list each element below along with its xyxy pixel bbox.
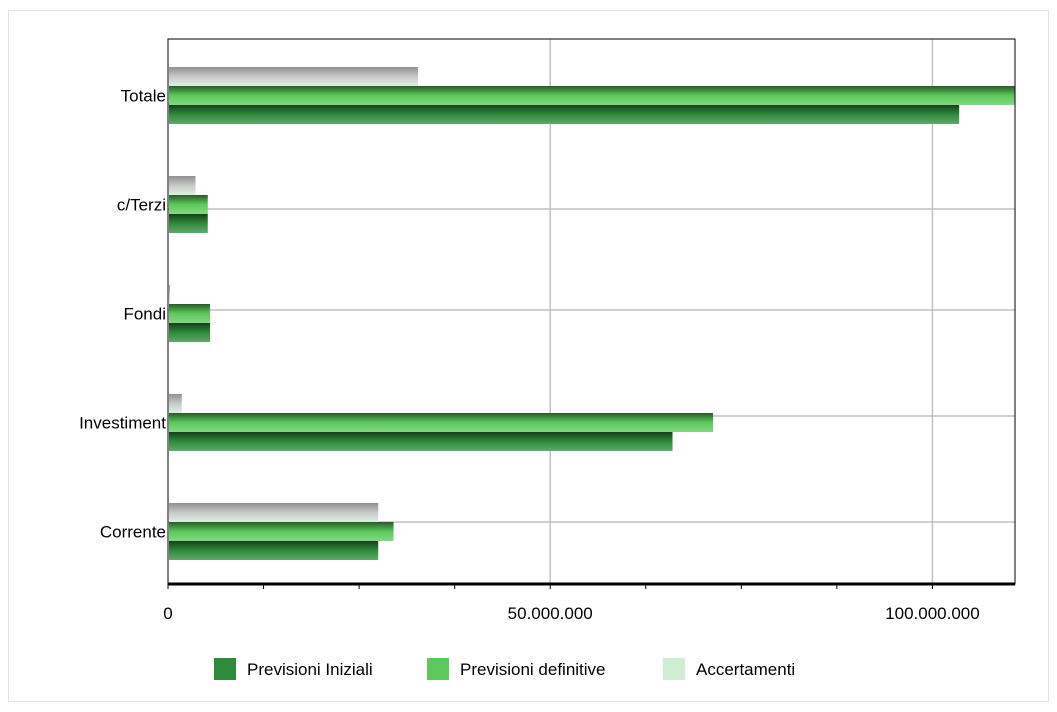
tick-labels: 0 50.000.000 100.000.000 bbox=[163, 604, 979, 623]
x-tick-label: 0 bbox=[163, 604, 172, 623]
bar-investiment-series-2 bbox=[169, 394, 182, 413]
bar-fondi-series-2 bbox=[169, 285, 170, 304]
legend-swatch bbox=[427, 658, 449, 680]
category-label: c/Terzi bbox=[117, 196, 166, 215]
x-tick-label: 50.000.000 bbox=[508, 604, 593, 623]
chart-frame: Corrente Investiment Fondi c/Terzi Totale 0 5… bbox=[8, 10, 1049, 702]
legend-swatch bbox=[663, 658, 685, 680]
bar-corrente-series-2 bbox=[169, 503, 379, 522]
category-label: Totale bbox=[121, 87, 166, 106]
legend-label: Accertamenti bbox=[696, 660, 795, 679]
axes bbox=[167, 38, 1016, 589]
bar-chart: Corrente Investiment Fondi c/Terzi Totale 0 5… bbox=[79, 38, 1016, 680]
category-label: Investiment bbox=[79, 414, 166, 433]
category-labels: Corrente Investiment Fondi c/Terzi Totale bbox=[79, 87, 166, 542]
x-tick-label: 100.000.000 bbox=[885, 604, 980, 623]
bar-c-terzi-series-1 bbox=[169, 195, 208, 214]
bar-totale-series-1 bbox=[169, 86, 1015, 105]
bar-c-terzi-series-2 bbox=[169, 176, 196, 195]
category-label: Corrente bbox=[100, 523, 166, 542]
bar-investiment-series-1 bbox=[169, 413, 714, 432]
bar-fondi-series-1 bbox=[169, 304, 211, 323]
bars bbox=[169, 67, 1015, 560]
legend-label: Previsioni definitive bbox=[460, 660, 606, 679]
legend: Previsioni Iniziali Previsioni definitive… bbox=[214, 658, 795, 680]
legend-label: Previsioni Iniziali bbox=[247, 660, 373, 679]
category-label: Fondi bbox=[123, 305, 166, 324]
bar-fondi-series-0 bbox=[169, 323, 211, 342]
bar-corrente-series-1 bbox=[169, 522, 394, 541]
bar-totale-series-0 bbox=[169, 105, 960, 124]
bar-c-terzi-series-0 bbox=[169, 214, 208, 233]
legend-swatch bbox=[214, 658, 236, 680]
bar-investiment-series-0 bbox=[169, 432, 673, 451]
bar-totale-series-2 bbox=[169, 67, 418, 86]
bar-corrente-series-0 bbox=[169, 541, 379, 560]
